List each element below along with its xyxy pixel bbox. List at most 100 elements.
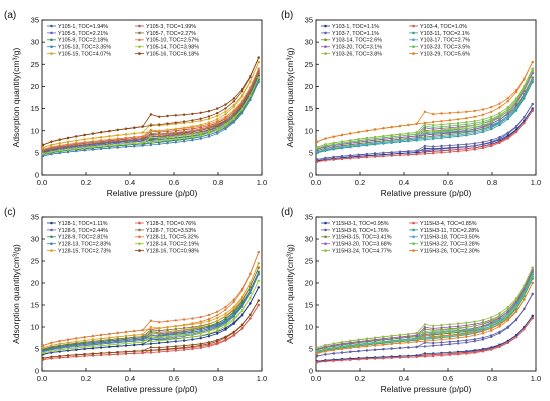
data-point [490, 138, 493, 142]
data-point [514, 130, 518, 133]
data-point [456, 146, 460, 149]
x-tick-label: 0.6 [443, 178, 453, 187]
series-9 [41, 262, 260, 349]
data-point [456, 121, 460, 125]
data-point [423, 110, 427, 114]
legend-swatch-marker [412, 228, 415, 232]
data-point [66, 341, 70, 344]
data-point [124, 338, 128, 341]
data-point [473, 144, 476, 147]
legend-swatch-marker [50, 221, 53, 225]
data-point [531, 314, 534, 318]
data-point [506, 308, 509, 311]
legend-swatch-marker [138, 235, 141, 239]
data-point [523, 284, 526, 287]
data-point [207, 332, 211, 335]
data-point [91, 352, 95, 355]
data-point [99, 346, 103, 349]
data-point [199, 123, 202, 127]
data-point [456, 126, 460, 130]
data-point [531, 281, 534, 285]
series-10 [41, 56, 260, 147]
data-point [432, 324, 435, 328]
data-point [240, 299, 244, 302]
data-point [357, 138, 360, 141]
data-point [174, 337, 177, 341]
data-point [199, 117, 202, 120]
data-point [75, 142, 78, 145]
data-point [58, 345, 61, 348]
x-axis-label: Relative pressure (p/p0) [107, 188, 198, 198]
data-point [41, 152, 45, 155]
data-point [240, 107, 244, 110]
data-point [166, 333, 169, 336]
data-point [50, 346, 53, 349]
data-point [398, 139, 402, 142]
legend: Y115H3-1, TOC=0.95% Y115H3-4, TOC=0.85%Y1… [321, 221, 480, 255]
data-point [191, 125, 194, 128]
data-point [91, 347, 95, 350]
data-point [398, 150, 402, 153]
data-point [232, 100, 235, 103]
data-point [390, 356, 393, 359]
data-point [124, 133, 128, 136]
y-tick-label: 30 [305, 38, 313, 47]
legend-label: Y128-15, TOC=2.73% [58, 249, 111, 255]
data-point [465, 329, 468, 332]
data-point [340, 133, 344, 137]
data-point [166, 132, 169, 135]
data-point [149, 143, 153, 147]
data-point [440, 334, 443, 337]
chart-panel-1: 0.0 0.2 0.4 0.6 0.8 1.0 0 5 10 15 20 25 30 35 Relative… [4, 10, 267, 198]
data-point [382, 348, 385, 351]
data-point [398, 134, 402, 138]
data-point [182, 140, 186, 143]
data-point [249, 94, 252, 97]
data-point [91, 140, 95, 143]
data-point [440, 341, 443, 344]
data-point [473, 122, 476, 125]
data-point [423, 144, 427, 148]
data-point [50, 349, 53, 353]
panel-label: (a) [4, 10, 16, 21]
data-point [506, 306, 509, 309]
data-point [490, 327, 493, 330]
data-point [349, 339, 352, 343]
data-point [481, 322, 485, 325]
data-point [158, 133, 161, 136]
data-point [91, 341, 95, 344]
data-point [133, 145, 136, 148]
legend-label: Y115H3-8, TOC=1.76% [332, 228, 389, 234]
data-point [373, 348, 377, 351]
data-point [182, 331, 186, 335]
data-point [382, 357, 385, 360]
legend-label: Y103-14, TOC=2.6% [332, 38, 382, 44]
data-point [315, 145, 319, 149]
data-point [141, 333, 144, 336]
data-point [191, 120, 194, 124]
data-point [315, 350, 319, 353]
data-point [324, 156, 327, 160]
data-point [490, 143, 493, 146]
data-point [456, 336, 460, 339]
data-point [108, 135, 111, 138]
data-point [390, 134, 393, 137]
data-point [83, 149, 86, 152]
data-point [490, 106, 493, 109]
data-point [191, 317, 194, 320]
data-point [440, 147, 443, 151]
data-point [324, 148, 327, 151]
data-point [133, 352, 136, 355]
data-point [407, 135, 410, 138]
data-point [249, 75, 252, 78]
data-point [141, 339, 144, 342]
data-point [415, 340, 418, 343]
data-point [448, 122, 451, 126]
data-point [465, 125, 468, 129]
y-tick-label: 35 [31, 213, 39, 222]
legend: Y128-1, TOC=1.11% Y128-3, TOC=0.76% Y128-5… [47, 221, 199, 255]
data-point [506, 136, 509, 139]
data-point [382, 341, 385, 344]
data-point [249, 90, 252, 93]
data-point [58, 151, 61, 155]
